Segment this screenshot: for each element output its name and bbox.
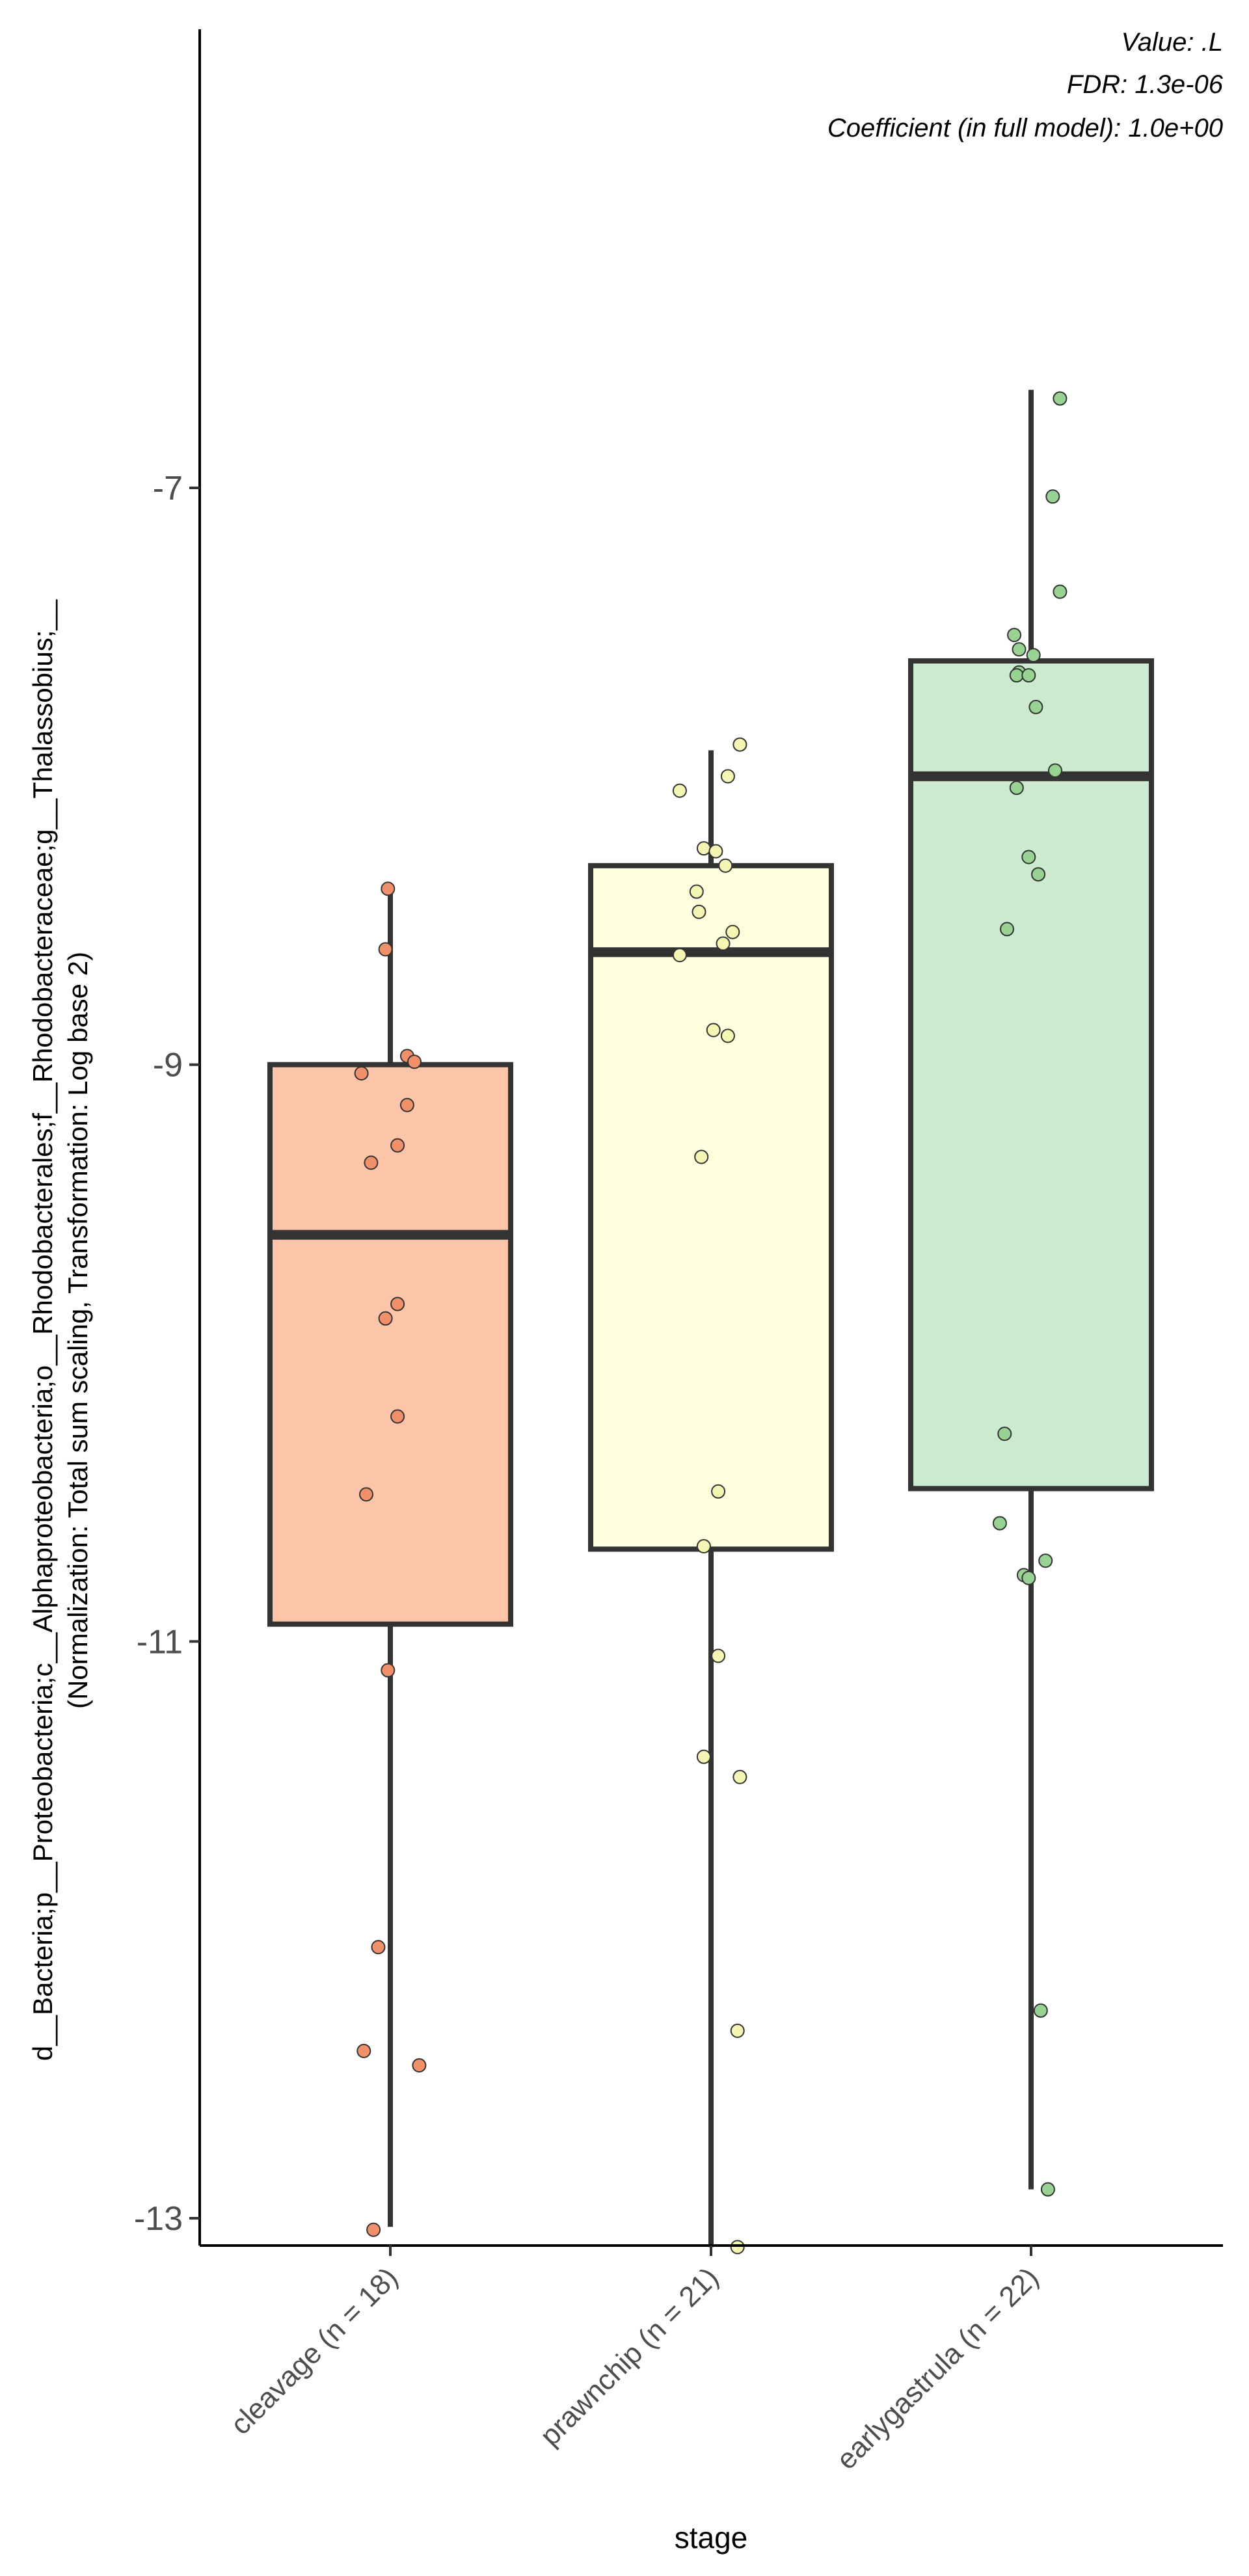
data-point xyxy=(720,769,735,784)
y-tick-label: -7 xyxy=(153,470,183,507)
data-point xyxy=(1021,1570,1036,1585)
data-point xyxy=(1040,2182,1055,2197)
data-point xyxy=(390,1138,405,1153)
x-ticks: cleavage (n = 18) prawnchip (n = 21) early… xyxy=(224,2246,1045,2476)
data-point xyxy=(356,2043,371,2058)
data-point xyxy=(378,942,393,957)
y-tick-label: -9 xyxy=(153,1047,183,1084)
data-point xyxy=(1048,763,1062,778)
data-point xyxy=(378,1311,393,1326)
data-point xyxy=(1000,922,1014,937)
data-point xyxy=(1033,2003,1048,2018)
data-point xyxy=(718,858,733,873)
data-point xyxy=(1007,628,1022,643)
data-point xyxy=(1053,391,1068,406)
data-point xyxy=(696,841,711,856)
x-tick-label: earlygastrula (n = 22) xyxy=(831,2261,1045,2476)
data-point xyxy=(366,2222,381,2237)
y-axis-label-line-2: (Normalization: Total sum scaling, Trans… xyxy=(62,952,93,1709)
data-point xyxy=(381,881,396,896)
data-point xyxy=(390,1409,405,1424)
data-point xyxy=(1009,781,1024,796)
data-point xyxy=(1009,668,1024,683)
data-point xyxy=(725,924,740,939)
x-axis-label: stage xyxy=(675,2521,748,2555)
data-point xyxy=(1045,489,1060,504)
data-point xyxy=(692,904,706,919)
data-point xyxy=(711,1484,726,1499)
data-point xyxy=(359,1487,373,1502)
data-point xyxy=(390,1296,405,1311)
data-point xyxy=(399,1097,414,1112)
data-point xyxy=(381,1663,396,1678)
data-point xyxy=(720,1028,735,1043)
data-point xyxy=(1028,699,1043,714)
data-point xyxy=(1021,668,1036,683)
x-tick-label: cleavage (n = 18) xyxy=(224,2261,404,2441)
data-point xyxy=(732,1769,747,1784)
annotation-value: Value: .L xyxy=(1121,28,1223,57)
data-point xyxy=(706,1023,721,1038)
data-point xyxy=(694,1149,709,1164)
data-point xyxy=(371,1940,386,1955)
box-1 xyxy=(588,863,834,1552)
annotation-fdr: FDR: 1.3e-06 xyxy=(1067,70,1224,99)
data-point xyxy=(730,2023,745,2038)
annotation-coefficient: Coefficient (in full model): 1.0e+00 xyxy=(827,114,1223,142)
box-2 xyxy=(908,658,1154,1492)
data-point xyxy=(1012,642,1027,657)
data-point xyxy=(997,1427,1012,1442)
y-ticks: -7 -9 -11 -13 xyxy=(134,470,200,2238)
data-point xyxy=(732,737,747,752)
data-point xyxy=(730,2240,745,2255)
data-point xyxy=(696,1749,711,1764)
data-point xyxy=(711,1648,726,1663)
annotation-block: Value: .L FDR: 1.3e-06 Coefficient (in f… xyxy=(827,28,1224,142)
y-axis-label: d__Bacteria;p__Proteobacteria;c__Alphapr… xyxy=(27,599,93,2061)
data-point xyxy=(364,1155,379,1170)
data-point xyxy=(354,1066,369,1080)
data-point xyxy=(1031,867,1046,882)
data-point xyxy=(1053,584,1068,599)
data-point xyxy=(708,844,723,859)
data-point xyxy=(1021,850,1036,865)
box-group-0 xyxy=(267,889,513,2227)
data-point xyxy=(689,884,704,899)
box-group-1 xyxy=(588,750,834,2247)
boxes-layer xyxy=(267,390,1154,2247)
box-0 xyxy=(267,1062,513,1627)
x-tick-label: prawnchip (n = 21) xyxy=(534,2261,725,2452)
data-point xyxy=(1026,648,1041,663)
data-point xyxy=(672,948,687,963)
data-point xyxy=(672,783,687,798)
data-point xyxy=(696,1539,711,1554)
y-tick-label: -13 xyxy=(134,2200,183,2238)
data-point xyxy=(992,1516,1007,1531)
points-layer xyxy=(354,391,1068,2255)
data-point xyxy=(1038,1553,1053,1568)
y-tick-label: -11 xyxy=(137,1623,183,1661)
data-point xyxy=(716,936,731,951)
y-axis-label-line-1: d__Bacteria;p__Proteobacteria;c__Alphapr… xyxy=(27,599,58,2061)
data-point xyxy=(407,1054,422,1069)
data-point xyxy=(412,2058,427,2073)
